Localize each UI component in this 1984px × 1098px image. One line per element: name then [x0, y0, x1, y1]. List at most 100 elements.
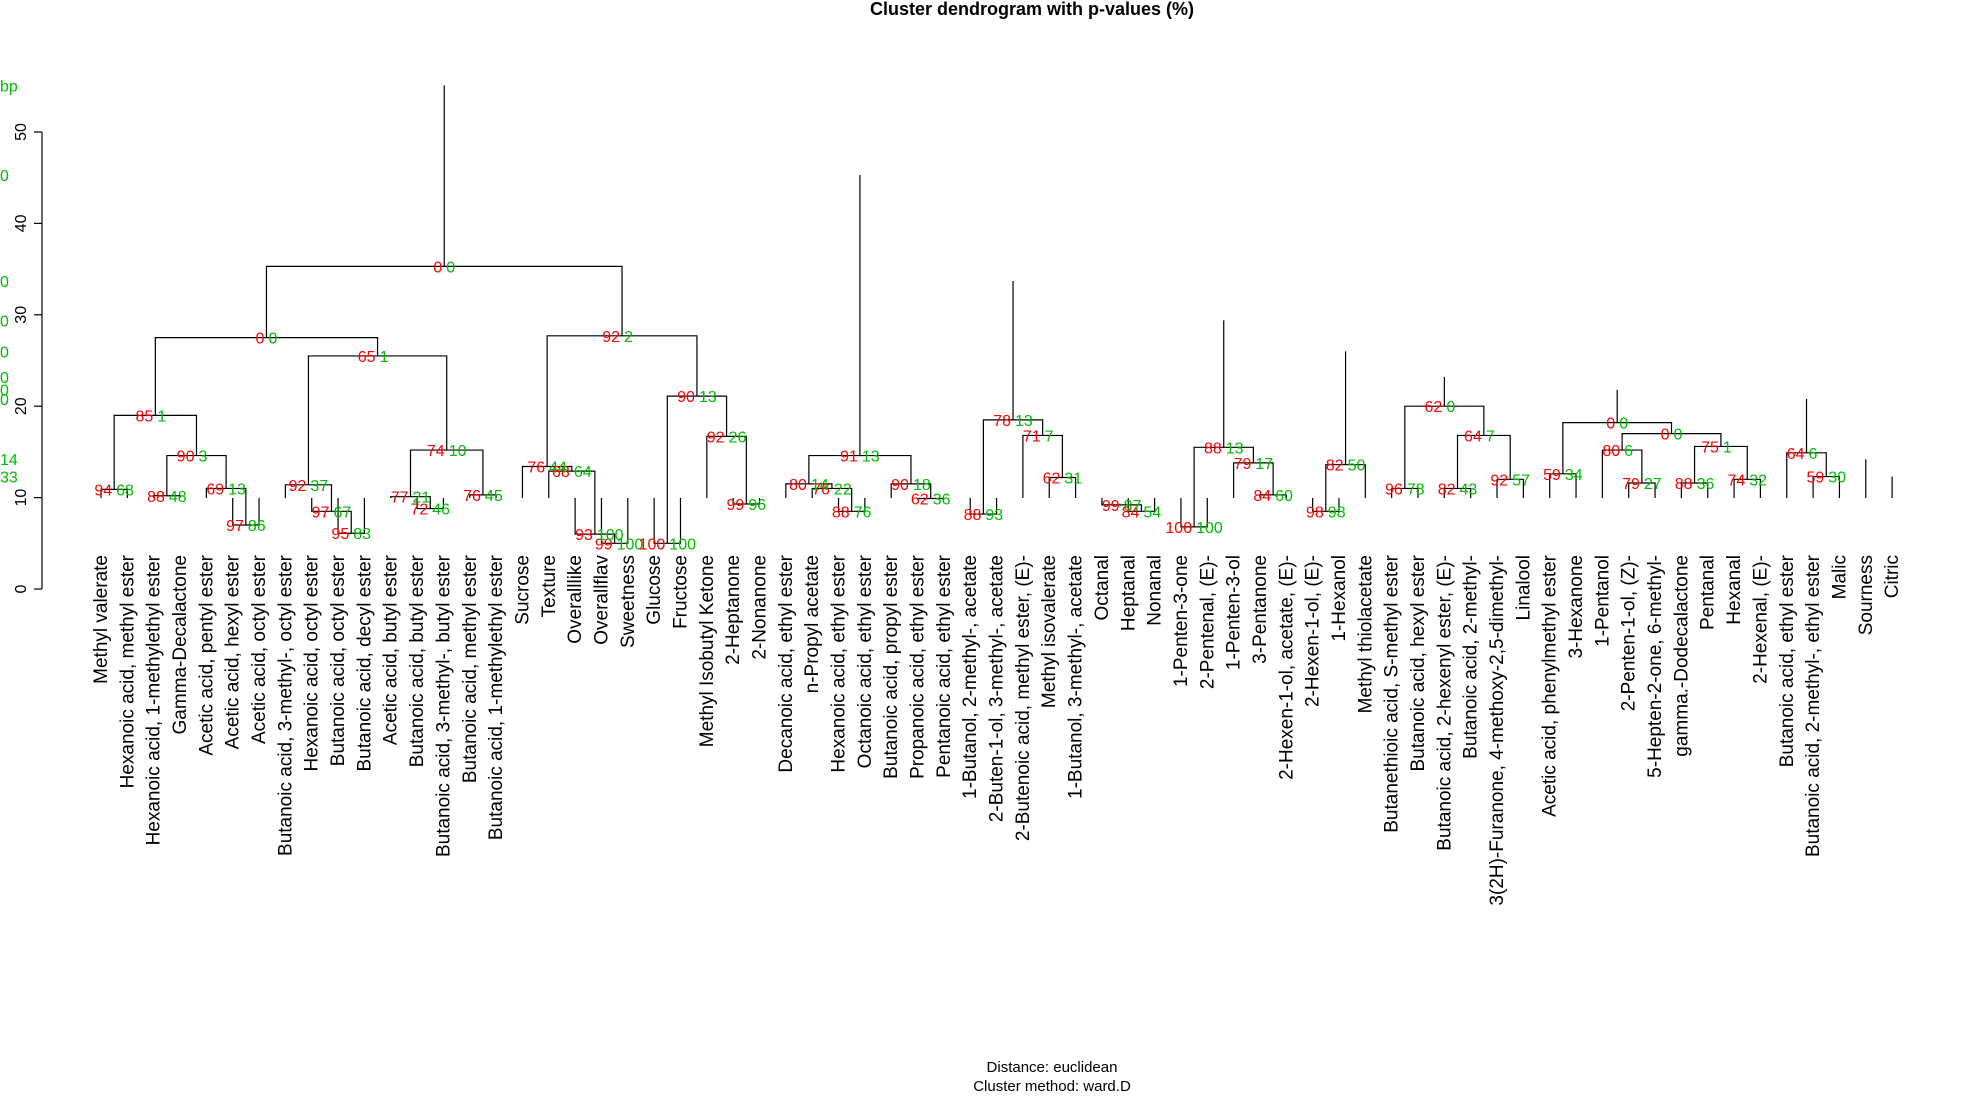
- bp-label: 0: [446, 259, 455, 276]
- bp-label: 0: [0, 392, 9, 409]
- bp-label: 13: [1226, 440, 1244, 457]
- au-label: 78: [993, 413, 1011, 430]
- au-label: 92: [707, 429, 725, 446]
- bp-label: 3: [198, 449, 207, 466]
- leaf-label: Butanoic acid, 3-methyl-, butyl ester: [433, 554, 454, 857]
- bp-label: 54: [1143, 504, 1161, 521]
- bp-label: 83: [353, 526, 371, 543]
- bp-label: 10: [449, 443, 467, 460]
- leaf-label: Octanal: [1092, 555, 1113, 620]
- bp-label: 46: [432, 502, 450, 519]
- leaf-label: 2-Hexen-1-ol, acetate, (E)-: [1276, 555, 1297, 780]
- au-label: 82: [1326, 458, 1344, 475]
- bp-label: 43: [1460, 481, 1478, 498]
- leaf-label: Sucrose: [512, 555, 533, 625]
- leaf-label: Pentanal: [1698, 555, 1719, 630]
- leaf-label: 2-Buten-1-ol, 3-methyl-, acetate: [987, 555, 1008, 822]
- leaf-label: Hexanoic acid, methyl ester: [117, 554, 138, 788]
- leaf-label: Sourness: [1856, 555, 1877, 635]
- au-label: 84: [1253, 488, 1271, 505]
- chart-title: Cluster dendrogram with p-values (%): [870, 0, 1194, 19]
- y-axis: 0 10 20 30 40 50: [13, 123, 43, 593]
- leaf-label: 1-Butanol, 2-methyl-, acetate: [960, 555, 981, 799]
- au-label: 85: [136, 408, 154, 425]
- leaf-label: Acetic acid, octyl ester: [249, 554, 270, 744]
- bp-label: 0: [0, 344, 9, 361]
- bp-label: 6: [1624, 443, 1633, 460]
- au-label: 80: [789, 477, 807, 494]
- au-label: 90: [177, 449, 195, 466]
- leaf-label: Overallflav: [591, 555, 612, 645]
- leaf-label: Hexanoic acid, 1-methylethyl ester: [144, 554, 165, 845]
- leaf-label: Sweetness: [618, 555, 639, 648]
- bp-label: 14: [811, 477, 829, 494]
- au-label: 88: [832, 504, 850, 521]
- au-label: 97: [312, 504, 330, 521]
- bp-label: 13: [862, 449, 880, 466]
- leaf-label: Butanoic acid, butyl ester: [407, 554, 428, 767]
- leaf-label: Nonanal: [1145, 555, 1166, 626]
- bp-label: 0: [0, 383, 9, 400]
- dendrogram-branch: [706, 435, 747, 504]
- au-label: 0: [256, 331, 265, 348]
- au-label: 74: [427, 443, 445, 460]
- cluster-method-label: Cluster method: ward.D: [973, 1078, 1131, 1095]
- bp-label: 22: [834, 481, 852, 498]
- bp-label: 6: [1809, 446, 1818, 463]
- leaf-labels: Methyl valerate Hexanoic acid, methyl est…: [91, 554, 1903, 905]
- bp-label: 21: [412, 490, 430, 507]
- dendrogram-branches: [100, 85, 1893, 544]
- leaf-label: Butanoic acid, 1-methylethyl ester: [486, 554, 507, 840]
- leaf-label: Acetic acid, phenylmethyl ester: [1540, 554, 1561, 817]
- au-label: 62: [911, 492, 929, 509]
- bp-label: 26: [729, 429, 747, 446]
- bp-label: 0: [1674, 427, 1683, 444]
- bp-label: 0: [0, 370, 9, 387]
- au-label: 76: [812, 481, 830, 498]
- bp-label: 68: [116, 482, 134, 499]
- au-label: 59: [1806, 470, 1824, 487]
- leaf-label: 1-Hexanol: [1329, 555, 1350, 642]
- leaf-label: n-Propyl acetate: [802, 555, 823, 693]
- au-label: 100: [639, 536, 666, 553]
- au-label: 92: [1490, 472, 1508, 489]
- y-tick-label: 40: [13, 214, 30, 232]
- bp-label: 60: [1275, 488, 1293, 505]
- au-label: 80: [1602, 443, 1620, 460]
- au-label: 94: [94, 482, 112, 499]
- au-label: 90: [891, 477, 909, 494]
- bp-label: 100: [1196, 520, 1223, 537]
- y-tick-label: 30: [13, 306, 30, 324]
- leaf-label: Butanoic acid, 3-methyl-, octyl ester: [275, 554, 296, 856]
- au-label: 59: [1543, 467, 1561, 484]
- au-label: 100: [1165, 520, 1192, 537]
- bp-label: 45: [485, 488, 503, 505]
- bp-label: 17: [1255, 456, 1273, 473]
- leaf-label: Butanoic acid, 2-hexenyl ester, (E)-: [1434, 555, 1455, 851]
- bp-label: 100: [597, 527, 624, 544]
- leaf-label: Methyl valerate: [91, 555, 112, 684]
- bp-label: 0: [1446, 399, 1455, 416]
- dendrogram-branch: [307, 355, 448, 485]
- y-tick-label: 20: [13, 397, 30, 415]
- bp-label: 18: [913, 477, 931, 494]
- leaf-label: Butanoic acid, 2-methyl-: [1461, 555, 1482, 759]
- leaf-label: Hexanoic acid, octyl ester: [302, 554, 323, 771]
- au-label: 97: [226, 518, 244, 535]
- au-label: 75: [1701, 439, 1719, 456]
- au-label: 98: [1306, 504, 1324, 521]
- bp-label: bp: [0, 78, 18, 95]
- au-label: 92: [289, 478, 307, 495]
- au-label: 65: [358, 349, 376, 366]
- bp-label: 1: [380, 349, 389, 366]
- au-label: 0: [1661, 427, 1670, 444]
- leaf-label: Linalool: [1513, 555, 1534, 621]
- bp-label: 33: [0, 470, 18, 487]
- dendrogram-branch: [666, 395, 728, 544]
- bp-label: 87: [1124, 498, 1142, 515]
- leaf-label: 3-Hexanone: [1566, 555, 1587, 659]
- leaf-label: Butanoic acid, hexyl ester: [1408, 554, 1429, 771]
- bp-label: 93: [985, 507, 1003, 524]
- leaf-label: Decanoic acid, ethyl ester: [776, 554, 797, 772]
